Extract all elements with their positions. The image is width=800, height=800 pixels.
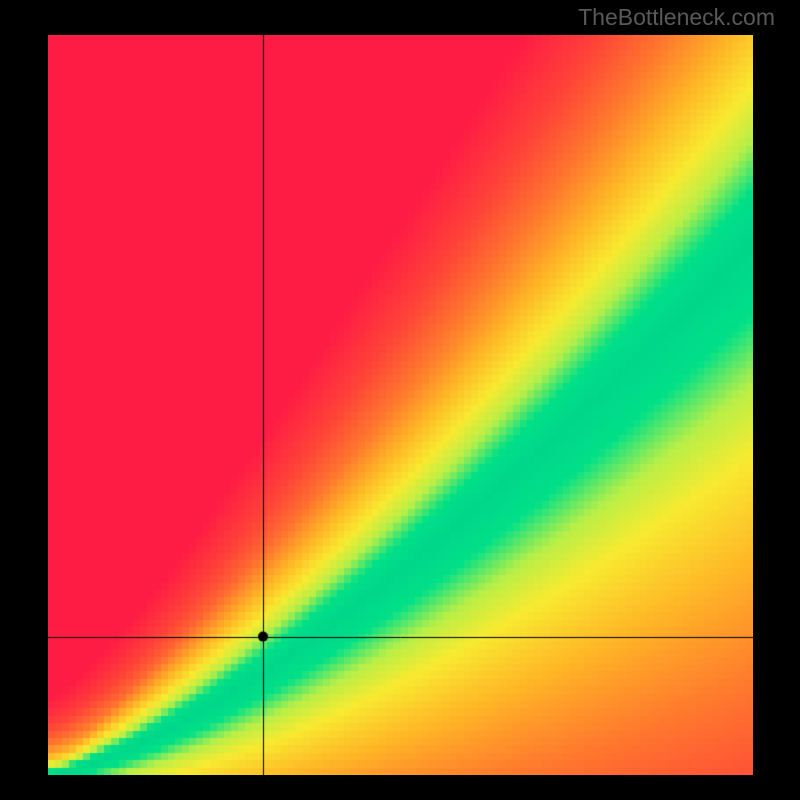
chart-container: TheBottleneck.com — [0, 0, 800, 800]
watermark-text: TheBottleneck.com — [578, 4, 775, 31]
bottleneck-heatmap — [48, 35, 753, 775]
